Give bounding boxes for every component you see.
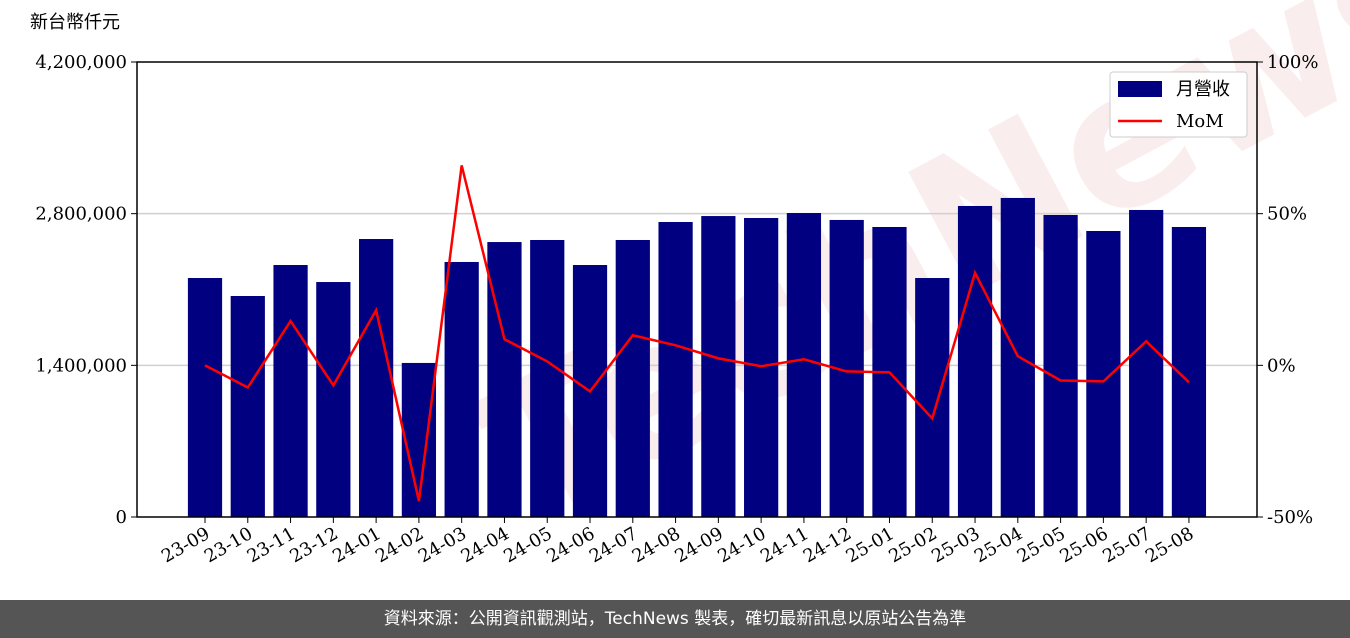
x-tick-label: 23-09 — [158, 523, 213, 567]
x-tick-label: 23-11 — [244, 523, 299, 567]
x-tick-label: 24-05 — [500, 523, 555, 567]
x-tick-label: 23-12 — [286, 523, 341, 567]
legend-swatch — [1118, 81, 1162, 97]
chart: TechNews 新台幣仟元 01,400,0002,800,0004,200,… — [30, 0, 1350, 568]
bar — [1086, 231, 1121, 517]
x-tick-label: 23-10 — [201, 523, 256, 567]
bar — [1043, 214, 1078, 517]
bar — [187, 278, 223, 517]
x-tick-label: 24-08 — [629, 523, 684, 567]
bar — [316, 282, 351, 517]
bar — [615, 239, 650, 517]
legend-label: 月營收 — [1176, 79, 1230, 100]
y-tick-label: 0 — [116, 507, 127, 528]
bar — [359, 239, 394, 517]
y-tick-label: 1,400,000 — [35, 355, 127, 376]
bar — [487, 242, 522, 518]
x-tick-label: 24-11 — [757, 523, 812, 567]
x-tick-label: 24-02 — [372, 523, 427, 567]
x-tick-label: 24-04 — [458, 523, 513, 567]
y-tick-label: 4,200,000 — [35, 52, 127, 73]
bar — [273, 265, 308, 517]
bar — [786, 213, 822, 517]
x-tick-label: 25-08 — [1142, 523, 1197, 567]
bar — [530, 239, 565, 517]
x-tick-label: 24-03 — [415, 523, 470, 567]
y2-tick-label: -50% — [1267, 507, 1313, 528]
x-tick-label: 25-06 — [1056, 523, 1111, 567]
bar — [230, 296, 265, 517]
x-tick-label: 25-04 — [971, 523, 1026, 567]
x-tick-label: 24-10 — [714, 523, 769, 567]
legend-label: MoM — [1176, 111, 1224, 132]
bar — [957, 205, 993, 517]
x-tick-label: 24-09 — [671, 523, 726, 567]
footer: 資料來源：公開資訊觀測站，TechNews 製表，確切最新訊息以原站公告為準 — [0, 600, 1350, 638]
x-tick-label: 25-02 — [885, 523, 940, 567]
plot-frame — [136, 61, 1258, 518]
bar — [701, 216, 736, 518]
x-tick-label: 25-03 — [928, 523, 983, 567]
x-tick-label: 25-07 — [1099, 523, 1154, 567]
y-tick-label: 2,800,000 — [35, 204, 127, 225]
y2-tick-label: 0% — [1267, 355, 1296, 376]
y2-tick-label: 100% — [1267, 52, 1318, 73]
line — [204, 165, 1190, 502]
bar — [444, 261, 479, 517]
x-tick-label: 25-05 — [1014, 523, 1069, 567]
x-tick-label: 24-12 — [800, 523, 855, 567]
y2-tick-label: 50% — [1267, 204, 1307, 225]
bar — [915, 278, 950, 517]
y-axis-label: 新台幣仟元 — [30, 12, 120, 33]
x-tick-label: 24-01 — [329, 523, 384, 567]
bar — [1129, 209, 1164, 517]
x-tick-label: 25-01 — [843, 523, 898, 567]
bar — [658, 222, 693, 517]
